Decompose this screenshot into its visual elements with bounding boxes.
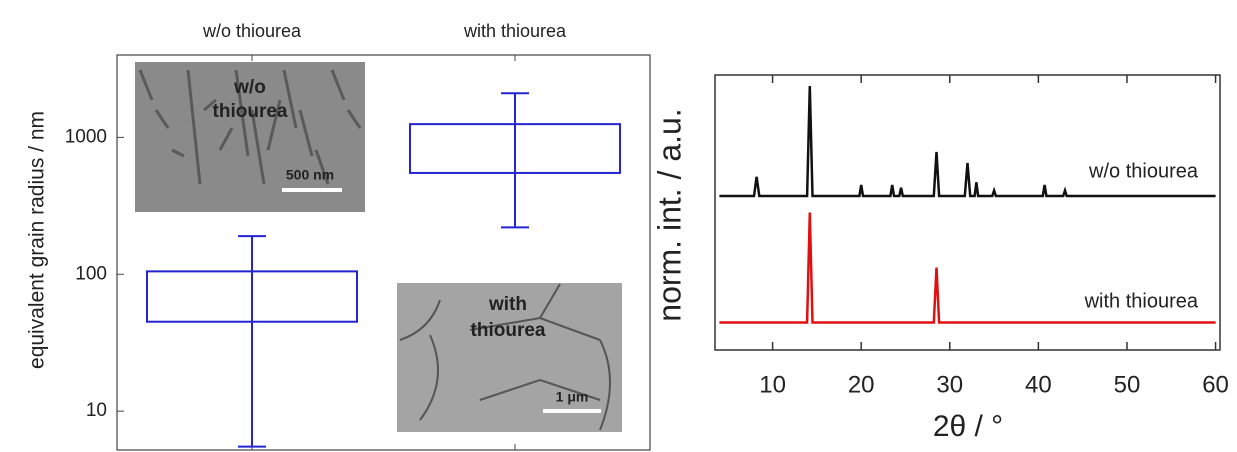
inset-label: with	[488, 294, 527, 315]
inset-label: thiourea	[213, 101, 288, 122]
inset-label: w/o	[233, 77, 266, 98]
scale-bar-label: 1 μm	[556, 389, 589, 405]
scale-bar	[282, 188, 342, 192]
x-axis-label: 2θ / °	[933, 410, 1003, 443]
x-tick-label: 20	[848, 371, 875, 398]
category-label: w/o thiourea	[202, 21, 302, 41]
y-tick-label: 1000	[65, 126, 107, 147]
category-label: with thiourea	[463, 21, 567, 41]
figure: w/o thiourea 500 nm with thiourea 1 μm 10 100 10…	[0, 0, 1237, 452]
inset-label: thiourea	[471, 320, 546, 341]
x-tick-label: 50	[1114, 371, 1141, 398]
series-label: with thiourea	[1084, 290, 1199, 312]
x-tick-label: 60	[1202, 371, 1229, 398]
scale-bar-label: 500 nm	[286, 167, 334, 183]
x-tick-label: 30	[936, 371, 963, 398]
y-axis-label: norm. int. / a.u.	[651, 108, 687, 321]
y-tick-label: 10	[86, 400, 107, 421]
x-tick-label: 10	[759, 371, 786, 398]
y-axis-label: equivalent grain radius / nm	[26, 111, 49, 369]
x-tick-label: 40	[1025, 371, 1052, 398]
scale-bar	[543, 409, 601, 413]
series-label: w/o thiourea	[1088, 160, 1199, 182]
y-tick-label: 100	[75, 263, 107, 284]
